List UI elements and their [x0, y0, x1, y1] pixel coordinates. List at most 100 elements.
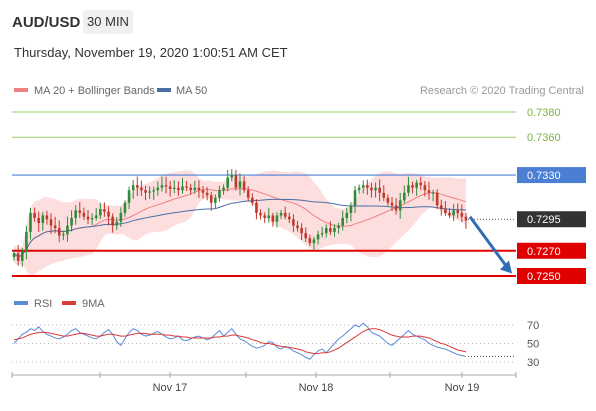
- candle-body: [349, 205, 353, 213]
- candle-body: [222, 187, 225, 191]
- candle-body: [66, 225, 69, 235]
- candle-body: [370, 187, 373, 191]
- candle-body: [33, 212, 36, 218]
- candle-body: [439, 205, 443, 210]
- candle-body: [415, 182, 418, 188]
- candle-body: [37, 217, 41, 224]
- candle-body: [41, 215, 45, 224]
- candle-body: [107, 211, 110, 217]
- timeframe-badge[interactable]: 30 MIN: [83, 10, 133, 34]
- candle-body: [193, 187, 197, 191]
- forecast-arrow-head: [500, 260, 512, 274]
- chart-header: AUD/USD 30 MIN: [0, 0, 596, 40]
- candle-body: [386, 197, 390, 203]
- credit-label: Research © 2020 Trading Central: [420, 85, 584, 97]
- candle-body: [168, 186, 172, 189]
- candle-body: [398, 200, 402, 211]
- level-labels: 0.7380 0.7360 0.7330 0.7295 0.7270 0.7250: [517, 107, 586, 284]
- pivot-label-box: [517, 167, 586, 184]
- candle-body: [172, 187, 176, 189]
- candle-body: [115, 221, 119, 226]
- candle-body: [345, 212, 349, 218]
- ma50-legend-label: MA 50: [176, 85, 207, 97]
- candle-body: [201, 190, 205, 193]
- candle-body: [374, 187, 377, 191]
- candle-body: [197, 187, 201, 191]
- candle-body: [411, 185, 414, 188]
- candles: [12, 169, 468, 267]
- candle-body: [300, 228, 303, 234]
- candle-body: [144, 190, 147, 193]
- rsi-level-label: 30: [527, 357, 539, 369]
- price-levels: [12, 111, 516, 277]
- candle-body: [279, 212, 283, 216]
- forecast-arrow-group: [468, 215, 512, 274]
- candle-body: [82, 212, 86, 217]
- candle-body: [119, 212, 123, 222]
- pivot-label: 0.7330: [527, 170, 561, 182]
- candle-body: [164, 185, 168, 187]
- candle-body: [251, 197, 254, 203]
- candle-body: [382, 192, 386, 198]
- candle-body: [152, 190, 156, 192]
- candle-body: [131, 185, 135, 191]
- candle-body: [29, 212, 32, 232]
- ma50-line: [13, 198, 466, 258]
- candle-body: [49, 219, 53, 226]
- candle-body: [296, 225, 299, 229]
- candle-body: [407, 185, 410, 193]
- candle-body: [45, 215, 49, 220]
- ma20-legend-label: MA 20 + Bollinger Bands: [34, 85, 155, 97]
- candle-body: [20, 250, 24, 261]
- candle-body: [135, 185, 139, 188]
- candle-body: [25, 231, 28, 251]
- rsi-level-label: 70: [527, 320, 539, 332]
- candle-body: [156, 187, 160, 191]
- candle-body: [86, 216, 90, 220]
- candle-body: [435, 192, 439, 206]
- candle-body: [214, 197, 217, 203]
- candle-body: [390, 202, 394, 206]
- candle-body: [308, 238, 312, 244]
- candle-body: [456, 210, 460, 213]
- candle-body: [99, 209, 102, 216]
- candle-body: [238, 181, 242, 188]
- ma50-legend-swatch: [157, 88, 171, 92]
- candle-body: [242, 181, 246, 191]
- candle-body: [423, 185, 427, 191]
- target-label: 0.7360: [527, 132, 561, 144]
- candle-body: [460, 212, 464, 217]
- candle-body: [62, 234, 65, 236]
- candle-body: [427, 190, 431, 193]
- symbol-title: AUD/USD: [12, 14, 81, 31]
- candle-body: [189, 187, 193, 191]
- candle-body: [275, 215, 279, 222]
- rsi-panel: 70 50 30: [12, 320, 539, 369]
- timestamp: Thursday, November 19, 2020 1:00:51 AM C…: [14, 45, 288, 60]
- candle-body: [353, 190, 357, 206]
- candle-body: [464, 216, 468, 221]
- candle-body: [271, 215, 275, 222]
- candle-body: [53, 225, 57, 229]
- candle-body: [205, 192, 209, 196]
- candle-body: [246, 190, 250, 198]
- candle-body: [263, 215, 266, 218]
- ma9-legend-swatch: [62, 301, 76, 305]
- candle-body: [452, 210, 455, 216]
- ma9-legend-label: 9MA: [82, 298, 105, 310]
- x-tick-label: Nov 17: [153, 382, 188, 394]
- candle-body: [320, 233, 324, 235]
- candle-body: [209, 195, 213, 203]
- rsi-legend-swatch: [14, 301, 28, 305]
- candle-body: [230, 175, 234, 178]
- candle-body: [123, 202, 127, 213]
- candle-body: [329, 228, 332, 232]
- candle-body: [111, 216, 114, 226]
- candle-body: [341, 217, 345, 226]
- candle-body: [403, 192, 406, 201]
- candle-body: [292, 219, 295, 226]
- support-label-box: [517, 268, 586, 284]
- candle-body: [16, 253, 20, 261]
- candle-body: [103, 209, 106, 212]
- last-price-box: [517, 211, 586, 228]
